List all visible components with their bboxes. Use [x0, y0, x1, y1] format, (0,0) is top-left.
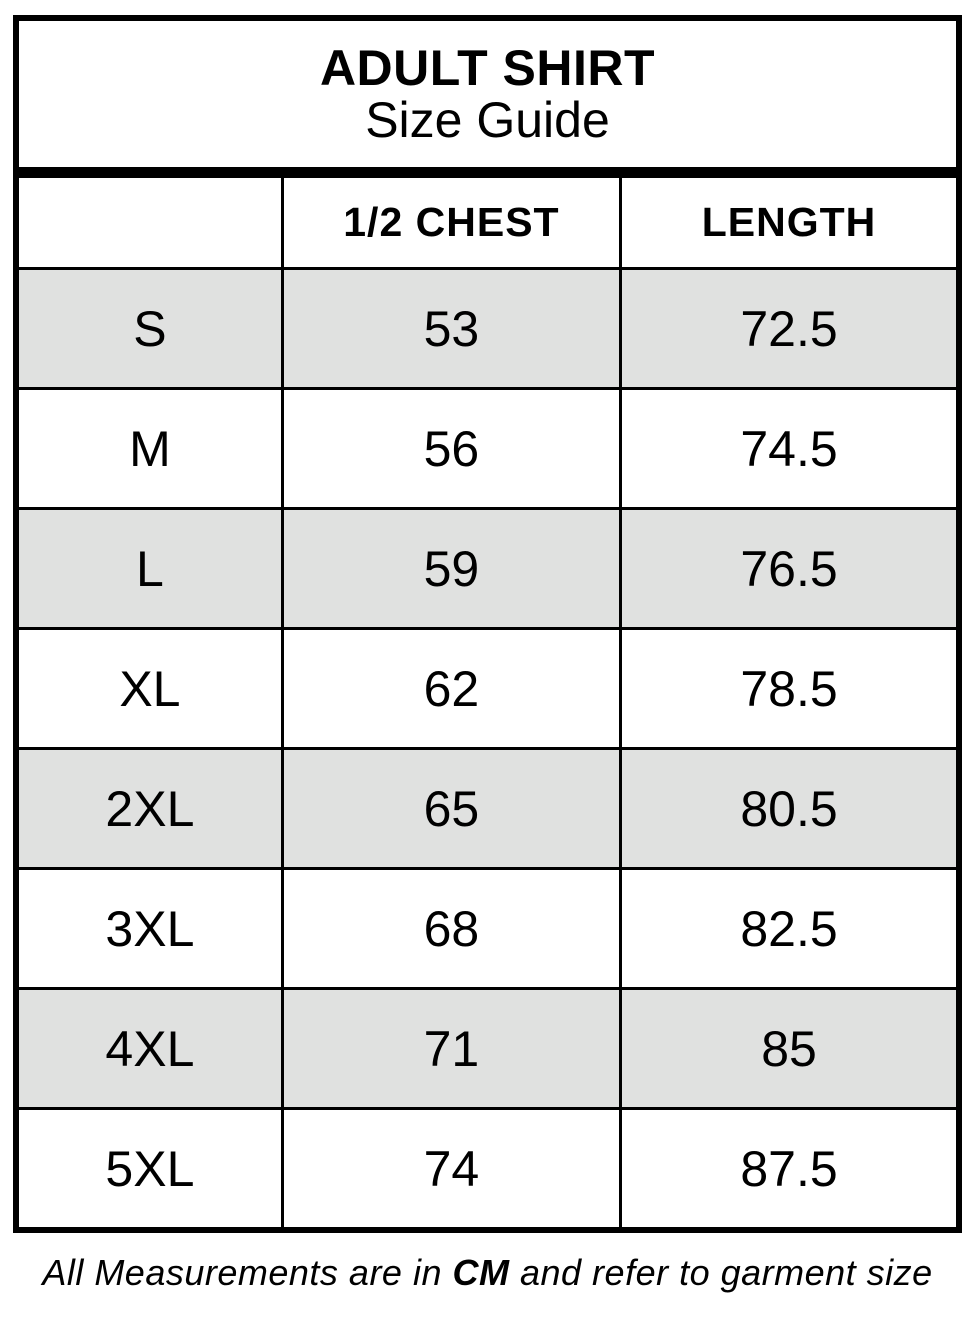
- size-guide-card: ADULT SHIRT Size Guide 1/2 CHEST LENGTH …: [13, 15, 962, 1233]
- table-row: XL 62 78.5: [19, 627, 956, 750]
- measurement-note-suffix: and refer to garment size: [509, 1252, 933, 1293]
- half-chest-cell: 74: [280, 1107, 623, 1227]
- length-cell: 82.5: [619, 867, 956, 990]
- header-cell-half-chest: 1/2 CHEST: [280, 178, 623, 270]
- measurement-unit: CM: [452, 1252, 510, 1293]
- half-chest-cell: 62: [280, 627, 623, 750]
- length-cell: 76.5: [619, 507, 956, 630]
- size-cell: 3XL: [19, 867, 284, 990]
- size-cell: 2XL: [19, 747, 284, 870]
- half-chest-cell: 68: [280, 867, 623, 990]
- table-row: L 59 76.5: [19, 507, 956, 630]
- table-body: S 53 72.5 M 56 74.5 L 59 76.5 XL 62: [19, 267, 956, 1227]
- size-cell: S: [19, 267, 284, 390]
- length-cell: 80.5: [619, 747, 956, 870]
- measurement-note: All Measurements are in CM and refer to …: [0, 1250, 975, 1296]
- half-chest-cell: 71: [280, 987, 623, 1110]
- size-cell: XL: [19, 627, 284, 750]
- table-row: S 53 72.5: [19, 267, 956, 390]
- half-chest-cell: 53: [280, 267, 623, 390]
- header-cell-size: [19, 178, 284, 270]
- half-chest-cell: 65: [280, 747, 623, 870]
- length-cell: 72.5: [619, 267, 956, 390]
- size-cell: L: [19, 507, 284, 630]
- half-chest-cell: 56: [280, 387, 623, 510]
- table-row: 5XL 74 87.5: [19, 1107, 956, 1227]
- size-cell: 4XL: [19, 987, 284, 1110]
- length-cell: 78.5: [619, 627, 956, 750]
- table-row: M 56 74.5: [19, 387, 956, 510]
- measurement-note-prefix: All Measurements are in: [42, 1252, 453, 1293]
- size-cell: M: [19, 387, 284, 510]
- table-row: 3XL 68 82.5: [19, 867, 956, 990]
- page-title: ADULT SHIRT: [319, 39, 656, 96]
- table-row: 4XL 71 85: [19, 987, 956, 1110]
- length-cell: 85: [619, 987, 956, 1110]
- half-chest-cell: 59: [280, 507, 623, 630]
- size-cell: 5XL: [19, 1107, 284, 1227]
- length-cell: 74.5: [619, 387, 956, 510]
- title-block: ADULT SHIRT Size Guide: [19, 21, 956, 178]
- page-subtitle: Size Guide: [365, 92, 610, 148]
- size-table: 1/2 CHEST LENGTH S 53 72.5 M 56 74.5 L 5…: [19, 178, 956, 1227]
- table-row: 2XL 65 80.5: [19, 747, 956, 870]
- header-cell-length: LENGTH: [619, 178, 956, 270]
- table-header: 1/2 CHEST LENGTH: [19, 178, 956, 270]
- length-cell: 87.5: [619, 1107, 956, 1227]
- header-row: 1/2 CHEST LENGTH: [19, 178, 956, 270]
